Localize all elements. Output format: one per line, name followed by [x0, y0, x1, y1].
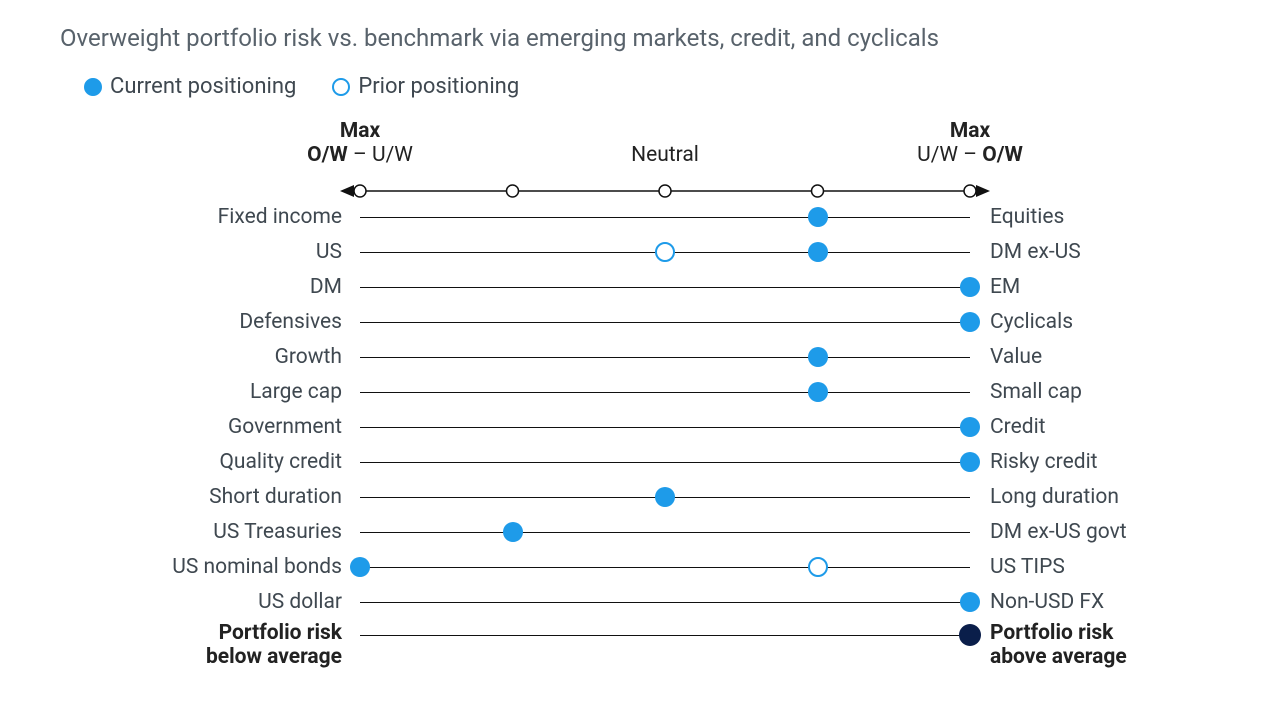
row-left-label: Defensives: [120, 310, 342, 334]
legend-current: Current positioning: [84, 74, 296, 99]
summary-track: [360, 635, 970, 636]
axis-right-top: Max: [910, 119, 1030, 143]
row-left-label: US Treasuries: [120, 520, 342, 544]
row-track: [360, 392, 970, 393]
legend-prior: Prior positioning: [332, 74, 519, 99]
row-track: [360, 602, 970, 603]
positioning-row: Quality credit Risky credit: [120, 444, 1220, 479]
positioning-row: Defensives Cyclicals: [120, 304, 1220, 339]
row-right-label: Long duration: [990, 485, 1119, 509]
axis-label-center: Neutral: [605, 143, 725, 167]
prior-marker: [655, 242, 675, 262]
current-marker: [808, 382, 828, 402]
summary-right-label: Portfolio riskabove average: [990, 621, 1127, 669]
chart-container: Overweight portfolio risk vs. benchmark …: [0, 0, 1280, 677]
row-left-label: Government: [120, 415, 342, 439]
row-right-label: Small cap: [990, 380, 1082, 404]
positioning-row: Government Credit: [120, 409, 1220, 444]
legend-prior-swatch: [332, 78, 350, 96]
row-right-label: Cyclicals: [990, 310, 1073, 334]
row-left-label: US: [120, 240, 342, 264]
current-marker: [350, 557, 370, 577]
row-left-label: Short duration: [120, 485, 342, 509]
axis-label-left: MaxO/W – U/W: [300, 119, 420, 167]
positioning-row: US nominal bonds US TIPS: [120, 549, 1220, 584]
row-track: [360, 287, 970, 288]
axis-label-right: MaxU/W – O/W: [910, 119, 1030, 167]
row-track: [360, 427, 970, 428]
row-track: [360, 322, 970, 323]
current-marker: [960, 592, 980, 612]
row-left-label: Fixed income: [120, 205, 342, 229]
current-marker: [808, 242, 828, 262]
row-right-label: Value: [990, 345, 1042, 369]
current-marker: [960, 277, 980, 297]
axis-header: MaxO/W – U/WNeutralMaxU/W – O/W: [120, 119, 1220, 199]
positioning-row: DM EM: [120, 269, 1220, 304]
positioning-row: Short duration Long duration: [120, 479, 1220, 514]
summary-marker: [959, 624, 981, 646]
current-marker: [960, 417, 980, 437]
positioning-row: US DM ex-US: [120, 234, 1220, 269]
row-right-label: EM: [990, 275, 1020, 299]
row-track: [360, 357, 970, 358]
row-right-label: Non-USD FX: [990, 590, 1104, 614]
row-left-label: Quality credit: [120, 450, 342, 474]
row-right-label: DM ex-US: [990, 240, 1081, 264]
positioning-row: Large cap Small cap: [120, 374, 1220, 409]
row-right-label: Credit: [990, 415, 1046, 439]
positioning-chart: MaxO/W – U/WNeutralMaxU/W – O/WFixed inc…: [120, 119, 1220, 677]
positioning-row: US dollar Non-USD FX: [120, 584, 1220, 619]
row-left-label: DM: [120, 275, 342, 299]
row-right-label: Equities: [990, 205, 1064, 229]
axis-left-top: Max: [300, 119, 420, 143]
row-right-label: US TIPS: [990, 555, 1065, 579]
chart-title: Overweight portfolio risk vs. benchmark …: [60, 24, 1220, 52]
row-left-label: Large cap: [120, 380, 342, 404]
row-track: [360, 567, 970, 568]
row-right-label: DM ex-US govt: [990, 520, 1127, 544]
positioning-row: Growth Value: [120, 339, 1220, 374]
current-marker: [808, 207, 828, 227]
positioning-row: Fixed income Equities: [120, 199, 1220, 234]
row-track: [360, 462, 970, 463]
row-track: [360, 532, 970, 533]
row-right-label: Risky credit: [990, 450, 1098, 474]
row-left-label: US dollar: [120, 590, 342, 614]
row-left-label: Growth: [120, 345, 342, 369]
axis-left-bottom: O/W – U/W: [300, 143, 420, 167]
summary-row: Portfolio riskbelow average Portfolio ris…: [120, 621, 1220, 677]
positioning-row: US Treasuries DM ex-US govt: [120, 514, 1220, 549]
current-marker: [503, 522, 523, 542]
current-marker: [655, 487, 675, 507]
legend: Current positioning Prior positioning: [84, 74, 1220, 99]
legend-current-label: Current positioning: [110, 74, 296, 99]
legend-current-swatch: [84, 78, 102, 96]
row-track: [360, 217, 970, 218]
summary-left-label: Portfolio riskbelow average: [120, 621, 342, 669]
row-left-label: US nominal bonds: [120, 555, 342, 579]
axis-right-bottom: U/W – O/W: [910, 143, 1030, 167]
current-marker: [808, 347, 828, 367]
current-marker: [960, 452, 980, 472]
legend-prior-label: Prior positioning: [358, 74, 519, 99]
current-marker: [960, 312, 980, 332]
prior-marker: [808, 557, 828, 577]
